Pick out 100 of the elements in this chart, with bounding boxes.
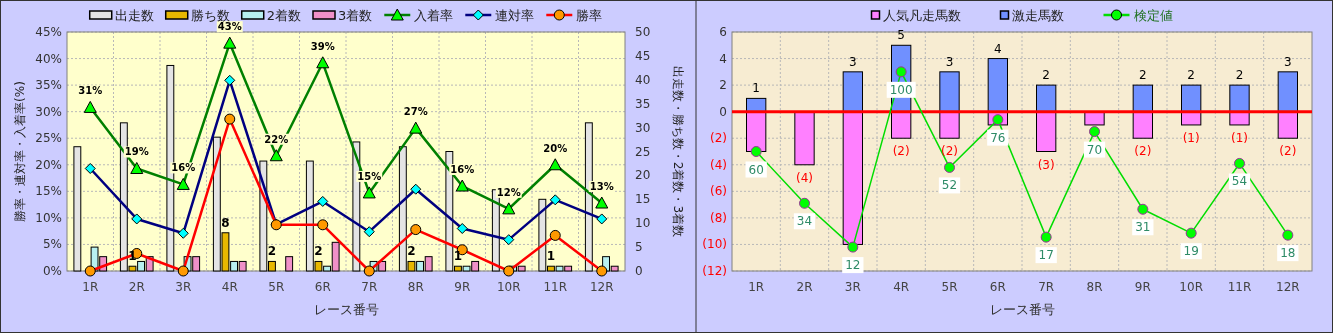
point [503, 265, 515, 277]
data-label: 13% [589, 181, 614, 193]
point [1234, 157, 1245, 169]
point [84, 163, 96, 174]
bar [1277, 71, 1298, 113]
data-label: 76 [990, 130, 1006, 145]
x-tick-label: 12R [1276, 280, 1300, 294]
x-tick-label: 4R [221, 280, 238, 294]
y-tick-label: 40% [35, 51, 62, 66]
data-label: 54 [1231, 174, 1248, 189]
data-label: 2 [1235, 68, 1244, 83]
y-tick-label: 35% [35, 78, 62, 93]
legend-label: 入着率 [414, 8, 454, 23]
data-label: 27% [403, 106, 428, 118]
data-label: (2) [892, 144, 910, 159]
y2-tick-label: 25 [635, 144, 651, 159]
point [750, 146, 762, 157]
point [455, 179, 469, 192]
y-tick-label: (4) [710, 157, 727, 172]
point [1185, 227, 1197, 239]
data-label: 2 [407, 244, 416, 259]
point [224, 74, 236, 86]
point [799, 197, 810, 209]
point [410, 183, 422, 195]
x-tick-label: 6R [314, 280, 331, 294]
legend-label: 検定値 [1133, 8, 1173, 23]
x-tick-label: 3R [175, 280, 192, 294]
data-label: 34 [796, 214, 813, 229]
data-label: 19 [1183, 244, 1199, 259]
point [409, 121, 423, 134]
point [549, 229, 561, 241]
point [456, 223, 468, 235]
bar [1277, 111, 1298, 139]
y2-axis-title: 出走数・勝ち数・2着数・3着数 [671, 65, 685, 238]
y-tick-label: (6) [710, 184, 727, 199]
y2-tick-label: 50 [635, 25, 651, 39]
point [317, 195, 329, 207]
point [895, 66, 907, 78]
point [83, 100, 97, 113]
data-label: 3 [945, 54, 954, 69]
point [1137, 203, 1149, 215]
data-label: 1 [128, 249, 137, 264]
bar [285, 256, 294, 272]
data-label: 22% [264, 133, 289, 145]
bar [1181, 84, 1202, 113]
data-label: 1 [546, 249, 556, 264]
x-tick-label: 4R [893, 280, 910, 294]
point [502, 202, 516, 215]
x-tick-label: 1R [748, 280, 765, 294]
y-tick-label: 15% [35, 184, 62, 199]
point [1040, 231, 1052, 243]
y2-tick-label: 35 [635, 96, 651, 111]
data-label: 20% [543, 142, 568, 154]
data-label: 43% [217, 21, 242, 33]
point [84, 265, 96, 277]
x-tick-label: 1R [82, 280, 99, 294]
point [130, 162, 144, 174]
bar [987, 58, 1008, 113]
point [847, 241, 859, 253]
bar [73, 146, 82, 272]
data-label: (4) [796, 170, 813, 185]
point [223, 36, 237, 49]
data-label: 5 [897, 28, 905, 43]
data-label: 17 [1038, 248, 1054, 263]
y2-tick-label: 40 [635, 72, 651, 87]
data-label: 2 [1187, 68, 1195, 83]
data-label: 16% [171, 162, 196, 174]
point [596, 213, 608, 225]
y-tick-label: 0% [42, 264, 62, 278]
legend-label: 勝率 [576, 8, 603, 23]
data-label: 19% [124, 146, 149, 158]
data-label: 31% [78, 85, 103, 97]
y-tick-label: (12) [702, 264, 727, 278]
point [177, 265, 189, 277]
y-tick-label: 5% [42, 237, 62, 252]
point [363, 265, 375, 277]
bar [1229, 84, 1250, 113]
point [317, 219, 329, 231]
bar [1229, 111, 1250, 126]
x-tick-label: 3R [844, 280, 861, 294]
legend-label: 激走馬数 [1011, 8, 1064, 23]
x-tick-label: 9R [454, 280, 471, 294]
y-tick-label: 20% [35, 157, 62, 172]
x-tick-label: 2R [796, 280, 813, 294]
point [362, 186, 376, 199]
point [548, 158, 562, 171]
data-label: 31 [1135, 220, 1151, 235]
point [503, 234, 515, 246]
point [316, 56, 330, 69]
y2-tick-label: 5 [635, 240, 643, 255]
legend-label: 2着数 [266, 8, 301, 23]
y2-tick-label: 30 [635, 120, 651, 135]
point [176, 177, 190, 190]
data-label: 70 [1086, 142, 1103, 157]
data-label: (3) [1037, 157, 1055, 172]
bar [939, 111, 960, 139]
data-label: 1 [453, 249, 463, 264]
data-label: (1) [1182, 130, 1200, 145]
bar [891, 111, 912, 139]
x-tick-label: 11R [543, 280, 568, 294]
